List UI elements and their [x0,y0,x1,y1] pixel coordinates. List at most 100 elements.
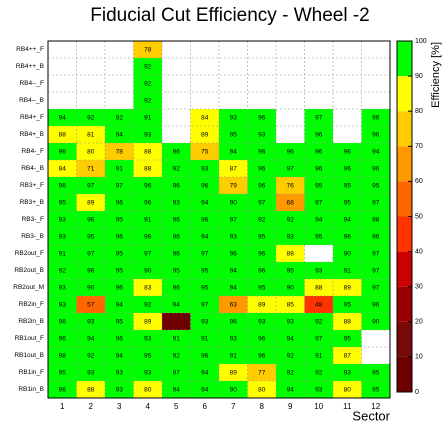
cell-label: 95 [201,285,209,292]
cell-label: 96 [173,183,181,190]
cell-label: 97 [201,251,209,258]
cell [133,160,162,177]
cell [247,296,276,313]
colorbar-segment [397,111,412,147]
cell [304,381,333,398]
cell-label: 95 [116,319,124,326]
cell-label: 88 [287,251,295,258]
cell-label: 95 [116,251,124,258]
cell-label: 93 [144,132,152,139]
cell [76,143,105,160]
cell-label: 96 [372,115,380,122]
cell-label: 96 [201,183,209,190]
cell [48,143,77,160]
cell-label: 96 [144,234,152,241]
cell [105,296,134,313]
cell-label: 71 [87,166,95,173]
cell-label: 95 [344,336,352,343]
cell [133,211,162,228]
cell-label: 84 [59,166,67,173]
cell-label: 88 [87,387,95,394]
cell-label: 84 [201,115,209,122]
cell-label: 93 [59,302,67,309]
cell [133,58,162,75]
x-tick-label: 9 [288,402,293,411]
cell [333,330,362,347]
x-tick-label: 5 [174,402,179,411]
cell [162,194,191,211]
colorbar-tick-label: 20 [415,319,423,326]
cell-label: 96 [258,336,266,343]
cell-label: 85 [287,302,295,309]
cell [247,160,276,177]
cell [276,177,305,194]
cell-label: 89 [344,285,352,292]
cell-label: 89 [144,319,152,326]
cell [48,177,77,194]
cell [105,143,134,160]
cell-label: 92 [173,353,181,360]
cell-label: 93 [59,234,67,241]
colorbar-segment [397,76,412,112]
cell-label: 94 [287,387,295,394]
y-tick-label: RB1out_B [14,352,44,359]
y-tick-label: RB3+_F [20,182,44,189]
colorbar-label: Efficiency [%] [430,42,442,108]
cell [361,364,390,381]
cell [105,109,134,126]
cell-label: 76 [287,183,295,190]
cell-label: 91 [144,217,152,224]
colorbar-segment [397,356,412,392]
cell-label: 94 [87,336,95,343]
cell [190,177,219,194]
cell [133,313,162,330]
cell [333,347,362,364]
x-tick-label: 2 [89,402,94,411]
cell-label: 96 [315,149,323,156]
cell-label: 91 [173,336,181,343]
cell [333,245,362,262]
cell [48,364,77,381]
cell [190,381,219,398]
cell [333,194,362,211]
cell [304,262,333,279]
cell-label: 93 [144,370,152,377]
cell [133,75,162,92]
cell-label: 93 [258,132,266,139]
cell [190,279,219,296]
cell-label: 96 [116,336,124,343]
cell [247,262,276,279]
cell-label: 92 [87,353,95,360]
cell [333,313,362,330]
cell [190,211,219,228]
cell-label: 97 [315,115,323,122]
cell-label: 93 [258,319,266,326]
cell [190,194,219,211]
y-tick-label: RB3+_B [20,199,44,206]
cell-label: 96 [87,217,95,224]
x-tick-label: 11 [343,402,352,411]
cell-label: 90 [144,268,152,275]
cell [162,296,191,313]
cell [219,143,248,160]
y-tick-label: RB4--_F [19,80,44,87]
cell-label: 93 [287,319,295,326]
colorbar-segment [397,146,412,182]
cell-label: 94 [116,353,124,360]
cell [76,364,105,381]
cell-label: 94 [230,285,238,292]
cell [190,313,219,330]
cell [247,177,276,194]
cell-label: 88 [315,285,323,292]
cell [247,381,276,398]
cell [304,330,333,347]
cell [162,245,191,262]
cell-label: 96 [230,319,238,326]
cell [76,228,105,245]
cell-label: 95 [315,234,323,241]
cell [133,228,162,245]
cell-label: 97 [144,251,152,258]
chart-title: Fiducial Cut Efficiency - Wheel -2 [90,5,369,26]
cell [333,160,362,177]
cell-label: 96 [315,166,323,173]
